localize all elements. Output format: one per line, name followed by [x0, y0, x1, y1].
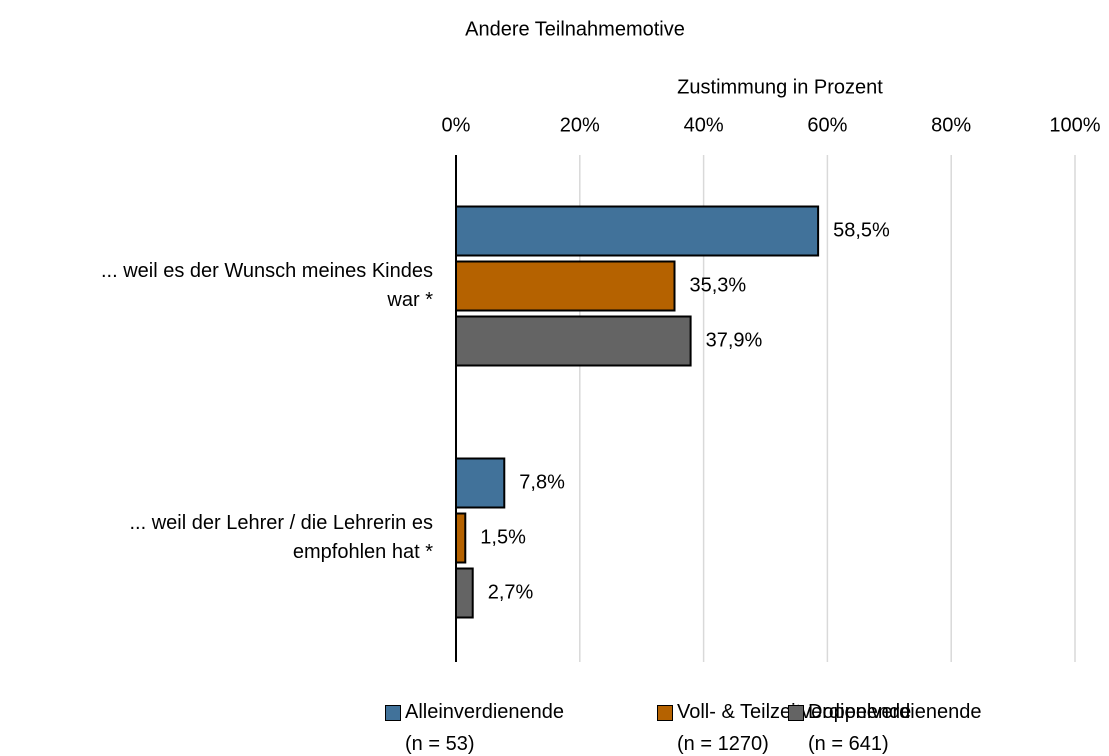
bar: [455, 567, 474, 619]
x-axis-label: Zustimmung in Prozent: [677, 76, 883, 98]
x-tick-label: 40%: [684, 114, 724, 136]
x-tick-label: 0%: [442, 114, 471, 136]
bar: [455, 205, 820, 257]
x-tick-label: 20%: [560, 114, 600, 136]
data-label: 2,7%: [488, 581, 534, 603]
legend-label: Alleinverdienende (n = 53): [405, 701, 565, 755]
bar: [455, 512, 467, 564]
legend-swatch: [788, 705, 804, 721]
data-label: 37,9%: [706, 329, 763, 351]
bar: [455, 260, 676, 312]
legend-label: Voll- & Teilzeitverdienende (n = 1270): [677, 701, 912, 755]
data-label: 58,5%: [833, 219, 890, 241]
data-label: 1,5%: [480, 526, 526, 548]
legend-swatch: [657, 705, 673, 721]
x-tick-label: 100%: [1049, 114, 1100, 136]
data-label: 7,8%: [519, 471, 565, 493]
x-tick-label: 60%: [807, 114, 847, 136]
y-tick-label: ... weil es der Wunsch meines Kindes war…: [100, 260, 433, 311]
x-tick-label: 80%: [931, 114, 971, 136]
legend-item: Doppelverdienende (n = 641): [788, 696, 981, 756]
legend-item: Voll- & Teilzeitverdienende (n = 1270): [657, 696, 911, 756]
bar: [455, 315, 692, 367]
legend-label: Doppelverdienende (n = 641): [808, 701, 982, 755]
legend-swatch: [385, 705, 401, 721]
y-tick-label: ... weil der Lehrer / die Lehrerin es em…: [129, 512, 434, 563]
bar: [455, 457, 506, 509]
chart-title: Andere Teilnahmemotive: [465, 18, 685, 40]
data-label: 35,3%: [690, 274, 747, 296]
legend-item: Alleinverdienende (n = 53): [385, 696, 564, 756]
